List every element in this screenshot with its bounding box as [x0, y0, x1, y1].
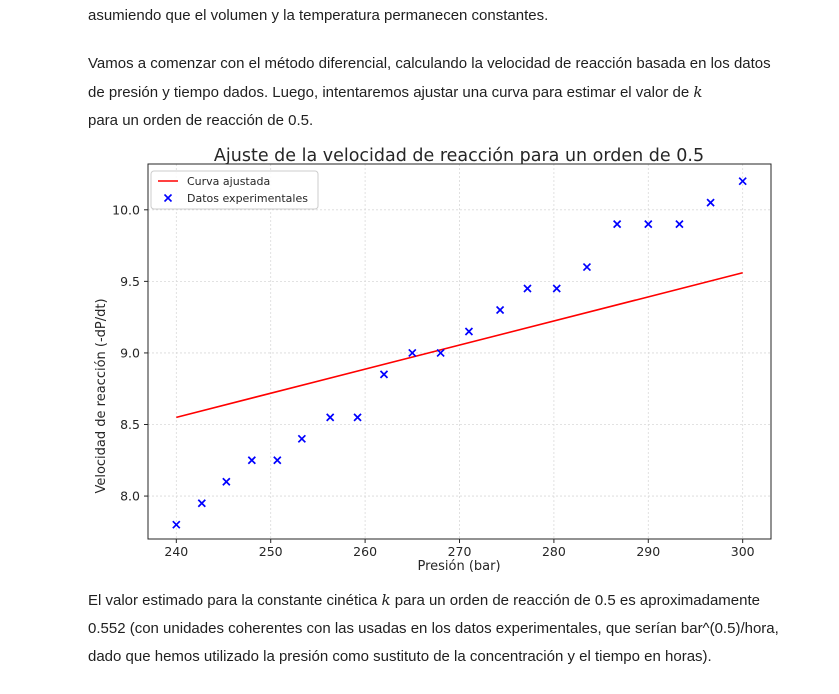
data-point-marker: [613, 220, 622, 229]
marker-stroke: [738, 177, 747, 186]
result-paragraph: El valor estimado para la constante ciné…: [88, 586, 788, 671]
y-tick-label: 9.0: [120, 345, 140, 360]
data-point-marker: [706, 198, 715, 207]
marker-stroke: [675, 220, 684, 229]
result-text: El valor estimado para la constante ciné…: [88, 586, 788, 671]
marker-stroke: [379, 370, 389, 379]
x-tick-label: 280: [542, 544, 566, 559]
marker-stroke: [464, 327, 474, 336]
marker-stroke: [172, 520, 181, 529]
intro-paragraph: asumiendo que el volumen y la temperatur…: [88, 2, 788, 30]
method-paragraph: Vamos a comenzar con el método diferenci…: [88, 50, 788, 135]
marker-stroke: [273, 456, 282, 465]
legend-label-data: Datos experimentales: [187, 192, 308, 205]
data-point-marker: [353, 413, 362, 422]
data-point-marker: [675, 220, 684, 229]
x-tick-label: 250: [259, 544, 283, 559]
data-point-marker: [408, 348, 417, 358]
data-point-marker: [273, 456, 282, 465]
marker-stroke: [408, 348, 417, 358]
x-tick-label: 270: [448, 544, 472, 559]
marker-stroke: [582, 262, 592, 272]
data-point-marker: [172, 520, 181, 529]
marker-stroke: [247, 456, 256, 465]
data-point-marker: [247, 456, 256, 465]
y-tick-label: 9.5: [120, 274, 140, 289]
data-point-marker: [644, 220, 653, 229]
data-point-marker: [582, 262, 592, 272]
legend-box: [150, 170, 319, 210]
marker-stroke: [222, 477, 231, 486]
marker-stroke: [495, 305, 505, 315]
y-tick-label: 10.0: [112, 202, 140, 217]
marker-stroke: [552, 284, 561, 293]
data-point-marker: [222, 477, 231, 486]
x-tick-label: 240: [164, 544, 188, 559]
result-text-part1: El valor estimado para la constante ciné…: [88, 592, 382, 609]
marker-stroke: [436, 348, 445, 358]
data-point-marker: [326, 413, 335, 422]
data-point-marker: [197, 499, 206, 508]
y-axis-label: Velocidad de reacción (-dP/dt): [94, 298, 109, 493]
x-tick-label: 300: [731, 544, 755, 559]
marker-stroke: [613, 220, 622, 229]
legend-label-fit: Curva ajustada: [187, 175, 270, 188]
x-axis-label: Presión (bar): [417, 559, 500, 574]
k-symbol-result: k: [381, 591, 391, 609]
data-point-marker: [523, 284, 532, 293]
result-text-part2: para un orden de reacción de 0.5 es apro…: [88, 592, 779, 665]
plot-area: [172, 177, 747, 529]
data-point-marker: [552, 284, 561, 293]
marker-stroke: [297, 434, 306, 443]
method-text: Vamos a comenzar con el método diferenci…: [88, 50, 788, 135]
marker-stroke: [706, 198, 715, 207]
legend: Curva ajustada Datos experimentales: [150, 170, 319, 210]
fit-curve-line: [176, 272, 743, 419]
marker-stroke: [326, 413, 335, 422]
data-point-marker: [464, 327, 474, 336]
method-text-part2: para un orden de reacción de 0.5.: [88, 112, 314, 129]
data-point-marker: [495, 305, 505, 315]
x-tick-label: 290: [636, 544, 660, 559]
x-tick-label: 260: [353, 544, 377, 559]
legend-marker-swatch: [163, 193, 173, 203]
grid-lines: [148, 164, 771, 539]
marker-stroke: [644, 220, 653, 229]
data-point-marker: [436, 348, 445, 358]
y-tick-label: 8.5: [120, 417, 140, 432]
intro-text: asumiendo que el volumen y la temperatur…: [88, 7, 549, 24]
data-point-marker: [379, 370, 389, 379]
reaction-rate-chart: Ajuste de la velocidad de reacción para …: [94, 146, 772, 574]
k-symbol: k: [693, 83, 703, 101]
axis-ticks: 240 250 260 270 280 290 300 8.0 8.5 9.0 9.5 10.0: [112, 202, 755, 559]
marker-stroke: [197, 499, 206, 508]
marker-stroke: [353, 413, 362, 422]
marker-stroke: [523, 284, 532, 293]
y-tick-label: 8.0: [120, 489, 140, 504]
method-text-part1: Vamos a comenzar con el método diferenci…: [88, 55, 771, 101]
data-point-marker: [297, 434, 306, 443]
data-point-marker: [738, 177, 747, 186]
chart-title: Ajuste de la velocidad de reacción para …: [214, 146, 704, 166]
